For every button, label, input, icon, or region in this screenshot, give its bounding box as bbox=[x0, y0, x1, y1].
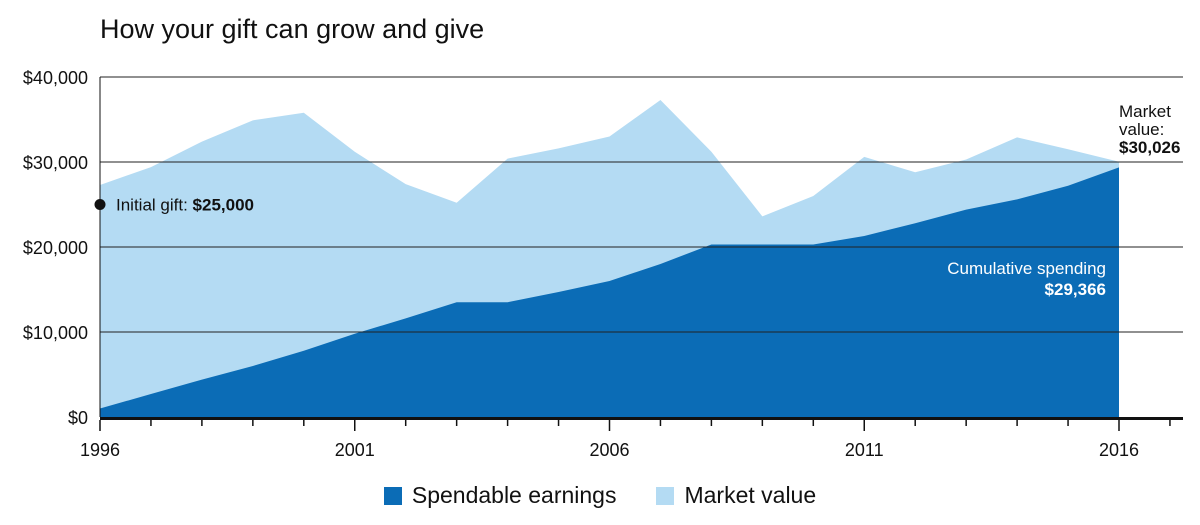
legend-swatch-market bbox=[656, 486, 675, 505]
market-value-label-line2: value: bbox=[1119, 120, 1164, 139]
x-tick-label: 2006 bbox=[589, 440, 629, 460]
axes-layer: $0 $10,000 $20,000 $30,000 $40,000 1996 2001 20… bbox=[23, 68, 1183, 460]
gridlines-layer bbox=[100, 76, 1183, 333]
y-tick-label: $10,000 bbox=[23, 323, 88, 343]
y-tick-label: $40,000 bbox=[23, 68, 88, 88]
x-tick-label: 1996 bbox=[80, 440, 120, 460]
x-tick-label: 2001 bbox=[335, 440, 375, 460]
legend-label-spendable: Spendable earnings bbox=[411, 482, 617, 508]
cumulative-spending-amount: $29,366 bbox=[1045, 280, 1106, 299]
y-tick-label: $0 bbox=[68, 408, 88, 428]
legend-label-market: Market value bbox=[684, 482, 817, 508]
cumulative-spending-label: Cumulative spending bbox=[947, 259, 1106, 278]
y-tick-label: $30,000 bbox=[23, 153, 88, 173]
legend-swatch-spendable bbox=[383, 486, 402, 505]
market-value-amount: $30,026 bbox=[1119, 138, 1180, 157]
initial-gift-label: Initial gift: $25,000 bbox=[116, 196, 254, 215]
x-tick-label: 2016 bbox=[1099, 440, 1139, 460]
area-chart: $0 $10,000 $20,000 $30,000 $40,000 1996 2001 20… bbox=[23, 68, 1183, 460]
chart-title: How your gift can grow and give bbox=[100, 14, 485, 44]
spendable-earnings-area bbox=[100, 167, 1119, 417]
legend-item-market: Market value bbox=[656, 482, 816, 509]
initial-gift-dot bbox=[94, 199, 106, 210]
legend: Spendable earnings Market value bbox=[0, 482, 1200, 509]
y-tick-label: $20,000 bbox=[23, 238, 88, 258]
market-value-label-line1: Market bbox=[1119, 102, 1171, 121]
areas-layer bbox=[100, 99, 1119, 417]
annotations-layer: Initial gift: $25,000 Marketvalue:$30,026… bbox=[94, 102, 1180, 299]
legend-item-spendable: Spendable earnings bbox=[383, 482, 617, 509]
x-tick-label: 2011 bbox=[845, 440, 884, 460]
